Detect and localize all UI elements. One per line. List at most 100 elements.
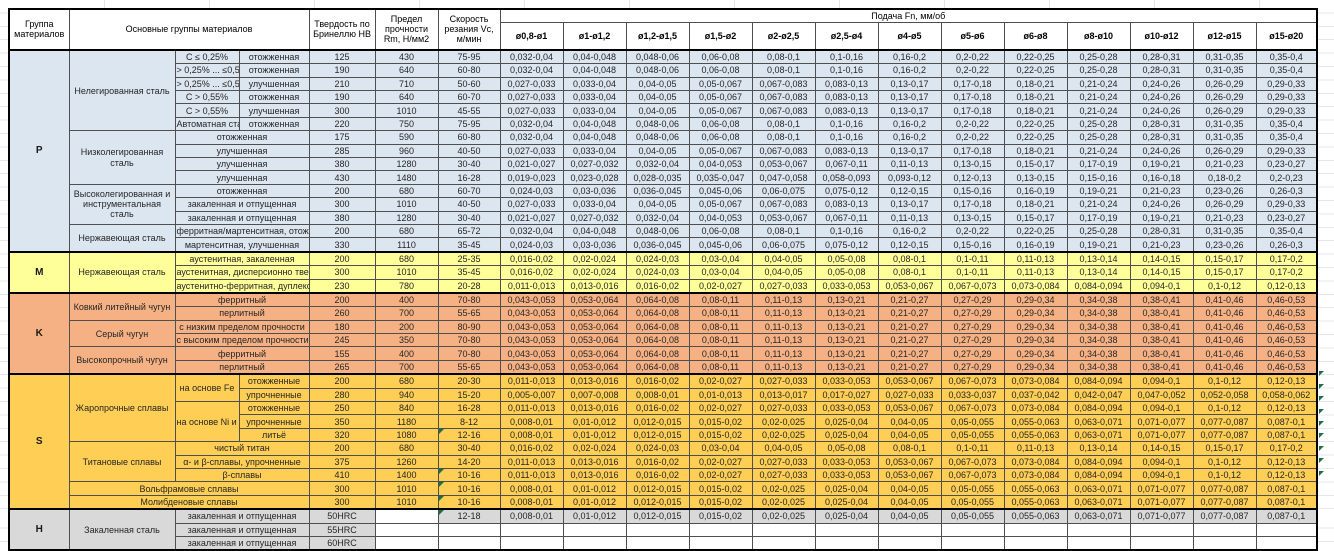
- cell-feed[interactable]: 0,04-0,05: [751, 250, 816, 267]
- cell-feed[interactable]: 0,29-0,34: [1003, 333, 1068, 348]
- cell-feed[interactable]: 0,11-0,13: [877, 210, 942, 225]
- cell-feed[interactable]: 0,46-0,53: [1255, 291, 1318, 308]
- cell-feed[interactable]: 0,04-0,05: [877, 508, 942, 524]
- cell-material-group[interactable]: H: [8, 508, 70, 551]
- cell-feed[interactable]: 0,08-0,11: [688, 291, 753, 308]
- cell-feed[interactable]: 0,04-0,05: [625, 90, 690, 105]
- cell-feed[interactable]: 0,16-0,19: [1003, 237, 1068, 253]
- cell-feed[interactable]: 0,04-0,05: [877, 427, 942, 443]
- cell-feed[interactable]: 0,27-0,29: [940, 359, 1005, 375]
- cell-feed[interactable]: 0,016-0,02: [499, 441, 564, 456]
- cell-feed[interactable]: 0,1-0,16: [814, 223, 879, 239]
- cell-feed[interactable]: 0,016-0,02: [625, 373, 690, 389]
- cell-hardness[interactable]: 50HRC: [308, 508, 376, 524]
- cell-feed[interactable]: 0,007-0,008: [562, 387, 627, 403]
- cell-feed[interactable]: 0,34-0,38: [1066, 346, 1131, 361]
- cell-speed[interactable]: 75-95: [437, 116, 501, 132]
- cell-feed[interactable]: [1066, 522, 1131, 537]
- cell-feed[interactable]: 0,04-0,05: [625, 143, 690, 159]
- cell-feed[interactable]: 0,08-0,1: [751, 48, 816, 65]
- cell-hardness[interactable]: 200: [308, 291, 376, 308]
- cell-feed[interactable]: 0,045-0,06: [688, 237, 753, 253]
- header-diameter-range[interactable]: ø0,8-ø1: [499, 22, 564, 51]
- cell-hardness[interactable]: 200: [308, 441, 376, 456]
- cell-submaterial[interactable]: C > 0,55%: [174, 103, 240, 118]
- cell-feed[interactable]: 0,071-0,077: [1129, 414, 1194, 429]
- cell-strength[interactable]: 1280: [374, 210, 439, 225]
- cell-feed[interactable]: 0,13-0,15: [940, 210, 1005, 225]
- cell-feed[interactable]: 0,023-0,028: [562, 170, 627, 185]
- cell-speed[interactable]: 45-55: [437, 103, 501, 118]
- cell-feed[interactable]: 0,04-0,048: [562, 48, 627, 65]
- cell-feed[interactable]: 0,02-0,027: [688, 467, 753, 483]
- cell-feed[interactable]: 0,21-0,27: [877, 346, 942, 361]
- cell-feed[interactable]: 0,11-0,13: [751, 359, 816, 375]
- cell-feed[interactable]: 0,15-0,16: [940, 237, 1005, 253]
- cell-speed[interactable]: 70-80: [437, 333, 501, 348]
- cell-submaterial[interactable]: отожженная: [174, 183, 310, 199]
- cell-strength[interactable]: 680: [374, 183, 439, 199]
- cell-material[interactable]: Нержавеющая сталь: [68, 250, 176, 294]
- cell-submaterial-state[interactable]: отожженные: [238, 401, 310, 416]
- cell-submaterial[interactable]: > 0,25% ... ≤0,55%: [174, 76, 240, 92]
- cell-feed[interactable]: 0,094-0,1: [1129, 467, 1194, 483]
- cell-feed[interactable]: 0,083-0,13: [814, 143, 879, 159]
- cell-feed[interactable]: 0,08-0,11: [688, 319, 753, 335]
- cell-feed[interactable]: 0,21-0,24: [1066, 103, 1131, 118]
- cell-feed[interactable]: 0,094-0,1: [1129, 373, 1194, 389]
- cell-feed[interactable]: 0,013-0,017: [751, 387, 816, 403]
- cell-feed[interactable]: 0,1-0,11: [940, 250, 1005, 267]
- cell-feed[interactable]: 0,29-0,34: [1003, 306, 1068, 321]
- cell-feed[interactable]: 0,13-0,21: [814, 306, 879, 321]
- cell-feed[interactable]: 0,025-0,04: [814, 494, 879, 510]
- cell-feed[interactable]: 0,29-0,33: [1255, 90, 1318, 105]
- cell-feed[interactable]: 0,06-0,08: [688, 130, 753, 145]
- cell-submaterial[interactable]: > 0,25% ... ≤0,55%: [174, 63, 240, 78]
- cell-feed[interactable]: 0,05-0,067: [688, 103, 753, 118]
- cell-feed[interactable]: 0,087-0,1: [1255, 414, 1318, 429]
- cell-strength[interactable]: 1010: [374, 481, 439, 496]
- cell-feed[interactable]: 0,06-0,08: [688, 48, 753, 65]
- cell-feed[interactable]: 0,02-0,027: [688, 373, 753, 389]
- cell-feed[interactable]: 0,013-0,016: [562, 401, 627, 416]
- cell-hardness[interactable]: 250: [308, 401, 376, 416]
- cell-feed[interactable]: 0,2-0,23: [1255, 170, 1318, 185]
- cell-material[interactable]: Высокопрочный чугун: [68, 346, 176, 375]
- cell-feed[interactable]: 0,21-0,27: [877, 306, 942, 321]
- cell-feed[interactable]: 0,01-0,012: [562, 414, 627, 429]
- cell-feed[interactable]: 0,053-0,067: [877, 454, 942, 470]
- cell-feed[interactable]: 0,063-0,071: [1066, 494, 1131, 510]
- cell-feed[interactable]: [499, 522, 564, 537]
- cell-speed[interactable]: 30-40: [437, 441, 501, 456]
- cell-feed[interactable]: 0,16-0,2: [877, 130, 942, 145]
- cell-feed[interactable]: 0,08-0,1: [877, 250, 942, 267]
- cell-feed[interactable]: 0,06-0,075: [751, 183, 816, 199]
- cell-feed[interactable]: 0,14-0,15: [1129, 265, 1194, 280]
- cell-feed[interactable]: 0,016-0,02: [625, 278, 690, 294]
- cell-feed[interactable]: [1129, 522, 1194, 537]
- cell-feed[interactable]: 0,084-0,094: [1066, 373, 1131, 389]
- cell-feed[interactable]: 0,075-0,12: [814, 237, 879, 253]
- cell-feed[interactable]: 0,11-0,13: [1003, 441, 1068, 456]
- cell-feed[interactable]: 0,032-0,04: [499, 116, 564, 132]
- cell-feed[interactable]: 0,06-0,08: [688, 63, 753, 78]
- cell-feed[interactable]: 0,027-0,032: [562, 157, 627, 172]
- cell-feed[interactable]: 0,024-0,03: [625, 250, 690, 267]
- cell-feed[interactable]: 0,08-0,1: [751, 223, 816, 239]
- cell-feed[interactable]: 0,08-0,1: [751, 63, 816, 78]
- cell-material[interactable]: Вольфрамовые сплавы: [68, 481, 310, 496]
- cell-feed[interactable]: 0,13-0,21: [814, 346, 879, 361]
- cell-strength[interactable]: 960: [374, 143, 439, 159]
- cell-feed[interactable]: 0,11-0,13: [751, 346, 816, 361]
- cell-speed[interactable]: 30-40: [437, 210, 501, 225]
- cell-feed[interactable]: 0,015-0,02: [688, 427, 753, 443]
- cell-feed[interactable]: 0,077-0,087: [1192, 481, 1257, 496]
- cell-feed[interactable]: 0,053-0,067: [877, 401, 942, 416]
- cell-feed[interactable]: [562, 535, 627, 551]
- cell-feed[interactable]: 0,08-0,11: [688, 333, 753, 348]
- cell-submaterial[interactable]: улучшенная: [174, 157, 310, 172]
- header-diameter-range[interactable]: ø1-ø1,2: [562, 22, 627, 51]
- cell-feed[interactable]: 0,13-0,21: [814, 291, 879, 308]
- cell-strength[interactable]: 400: [374, 346, 439, 361]
- cell-feed[interactable]: 0,04-0,053: [688, 157, 753, 172]
